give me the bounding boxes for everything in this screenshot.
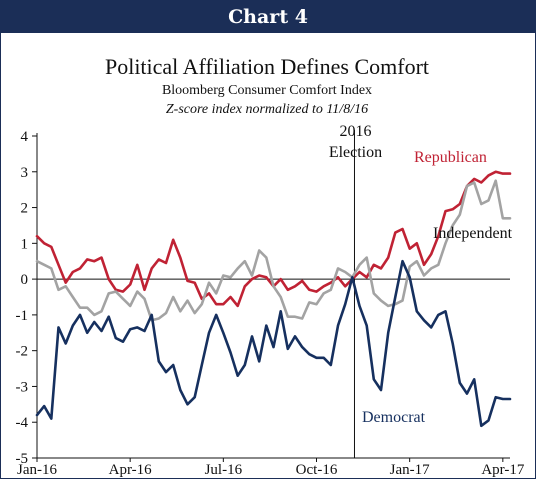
chart-title: Political Affiliation Defines Comfort	[105, 54, 429, 79]
independent-series-line	[35, 179, 512, 322]
y-tick-label: -4	[16, 415, 29, 431]
y-tick-label: -2	[16, 344, 29, 360]
x-axis-ticks: Jan-16 Apr-16 Jul-16 Oct-16 Jan-17 Apr-17	[17, 458, 525, 477]
chart-svg: Political Affiliation Defines Comfort Bl…	[16, 54, 525, 477]
election-year-label: 2016	[339, 123, 371, 140]
y-tick-label: 2	[21, 201, 29, 217]
y-axis-ticks: 4 3 2 1 0 -1 -2 -3 -4 -5	[16, 129, 37, 467]
chart-header: Chart 4	[1, 1, 535, 33]
chart-subtitle: Bloomberg Consumer Comfort Index	[162, 83, 372, 98]
y-tick-label: -1	[16, 308, 29, 324]
y-tick-label: 1	[21, 236, 29, 252]
x-tick-label: Oct-16	[296, 462, 338, 477]
y-tick-label: 3	[21, 165, 29, 181]
y-tick-label: 0	[21, 272, 29, 288]
x-tick-label: Apr-17	[481, 462, 525, 477]
x-tick-label: Jan-17	[390, 462, 430, 477]
democrat-label: Democrat	[362, 409, 426, 426]
democrat-series-line	[35, 259, 512, 428]
republican-label: Republican	[414, 149, 487, 166]
y-tick-label: -5	[16, 451, 29, 467]
election-label: Election	[329, 144, 382, 161]
chart-subtitle-2: Z-score index normalized to 11/8/16	[166, 102, 368, 117]
series-group	[35, 170, 512, 428]
y-tick-label: -3	[16, 379, 29, 395]
x-tick-label: Jan-16	[17, 462, 57, 477]
x-tick-label: Apr-16	[109, 462, 153, 477]
y-tick-label: 4	[21, 129, 29, 145]
x-tick-label: Jul-16	[205, 462, 243, 477]
independent-label: Independent	[433, 225, 513, 242]
